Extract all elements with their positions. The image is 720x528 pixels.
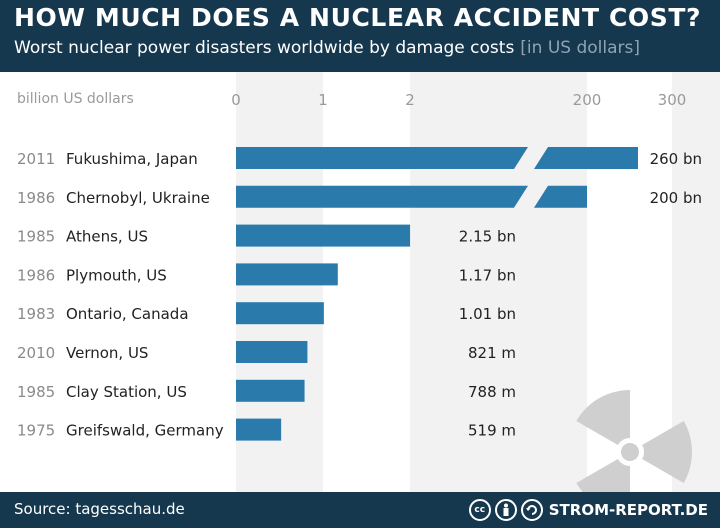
chart: billion US dollars 0 1 2 200 300 2011 Fukushima… bbox=[0, 72, 720, 514]
row-label: Fukushima, Japan bbox=[66, 150, 198, 168]
bar bbox=[236, 224, 411, 247]
bar bbox=[236, 147, 528, 169]
row-year: 2010 bbox=[17, 344, 55, 362]
radiation-hub bbox=[621, 443, 639, 461]
row-year: 1986 bbox=[17, 189, 55, 207]
row-year: 1985 bbox=[17, 383, 55, 401]
grid-band bbox=[672, 72, 720, 492]
row-label: Vernon, US bbox=[66, 344, 148, 362]
row-label: Ontario, Canada bbox=[66, 305, 189, 323]
row-label: Chernobyl, Ukraine bbox=[66, 189, 210, 207]
bar-chart: billion US dollars 0 1 2 200 300 2011 Fukushima… bbox=[17, 72, 720, 514]
axis-label: billion US dollars bbox=[17, 91, 134, 107]
row-year: 1975 bbox=[17, 422, 55, 440]
row-label: Athens, US bbox=[66, 228, 148, 246]
row-year: 1986 bbox=[17, 266, 55, 284]
value-label: 788 m bbox=[468, 383, 516, 401]
value-label: 1.17 bn bbox=[459, 266, 516, 284]
x-tick-label: 200 bbox=[573, 91, 602, 109]
row-label: Plymouth, US bbox=[66, 266, 167, 284]
value-label: 200 bn bbox=[650, 189, 702, 207]
bar bbox=[236, 263, 338, 286]
bar-segment bbox=[534, 185, 587, 208]
bar-segment bbox=[534, 147, 638, 169]
bar bbox=[236, 185, 528, 208]
subtitle-text: Worst nuclear power disasters worldwide … bbox=[14, 38, 515, 58]
page-title: HOW MUCH DOES A NUCLEAR ACCIDENT COST? bbox=[14, 3, 702, 32]
value-label: 1.01 bn bbox=[459, 305, 516, 323]
value-label: 2.15 bn bbox=[459, 228, 516, 246]
value-label: 519 m bbox=[468, 422, 516, 440]
x-tick-label: 0 bbox=[231, 91, 241, 109]
value-label: 260 bn bbox=[650, 150, 702, 168]
grid-band bbox=[410, 72, 587, 492]
row-year: 2011 bbox=[17, 150, 55, 168]
brand: cc STROM-REPORT.DE bbox=[468, 498, 708, 522]
radiation-blade bbox=[576, 390, 630, 445]
header: HOW MUCH DOES A NUCLEAR ACCIDENT COST? W… bbox=[0, 0, 720, 72]
subtitle-unit: [in US dollars] bbox=[520, 38, 641, 58]
row-year: 1983 bbox=[17, 305, 55, 323]
bar bbox=[236, 379, 305, 402]
x-tick-label: 1 bbox=[318, 91, 328, 109]
x-tick-label: 300 bbox=[658, 91, 687, 109]
radiation-blade bbox=[642, 421, 692, 483]
brand-name: STROM-REPORT.DE bbox=[548, 501, 708, 519]
row-year: 1985 bbox=[17, 228, 55, 246]
row-label: Greifswald, Germany bbox=[66, 422, 224, 440]
row-label: Clay Station, US bbox=[66, 383, 187, 401]
source-note: Source: tagesschau.de bbox=[14, 500, 185, 518]
cc-icon: cc bbox=[468, 499, 491, 521]
value-label: 821 m bbox=[468, 344, 516, 362]
footer: Source: tagesschau.de cc STROM-REPORT.DE bbox=[0, 492, 720, 528]
bar bbox=[236, 341, 308, 363]
bar bbox=[236, 418, 282, 441]
subtitle: Worst nuclear power disasters worldwide … bbox=[14, 38, 640, 58]
sa-icon bbox=[520, 499, 543, 521]
x-tick-label: 2 bbox=[405, 91, 415, 109]
by-icon bbox=[494, 499, 517, 521]
bar bbox=[236, 302, 324, 325]
